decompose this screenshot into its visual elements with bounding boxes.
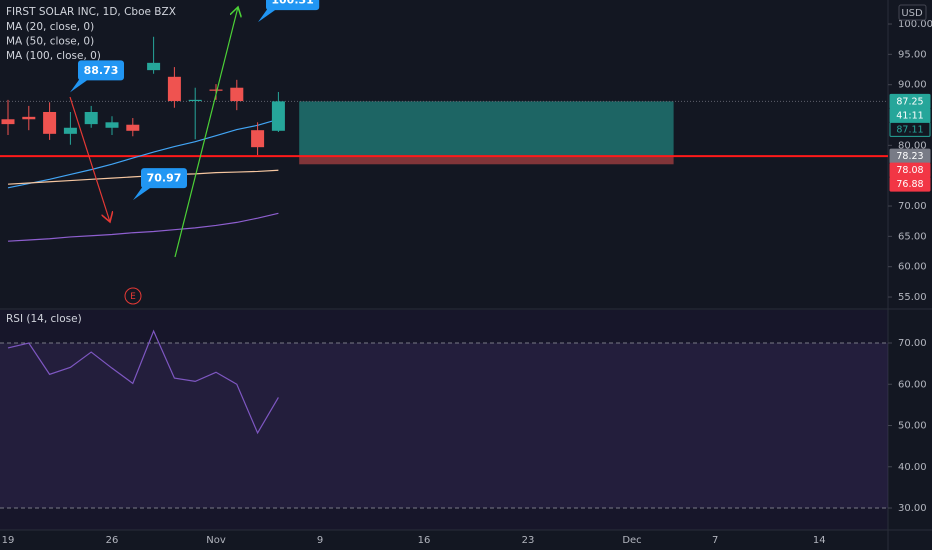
ma-legend: MA (50, close, 0) <box>6 36 94 48</box>
callout-tail <box>258 8 275 23</box>
candle-body <box>271 101 285 131</box>
y-tick-label: 100.00 <box>898 19 932 30</box>
callout-label: 100.31 <box>271 0 313 7</box>
price-tag-label: 78.23 <box>896 151 923 162</box>
price-tag <box>889 121 931 137</box>
x-tick-label: 16 <box>418 535 431 546</box>
moving-average-line <box>7 212 279 242</box>
ma-legend: MA (100, close, 0) <box>6 50 101 62</box>
y-tick-label: 60.00 <box>898 262 927 273</box>
y-tick-label: 80.00 <box>898 140 927 151</box>
rsi-band-fill <box>0 343 888 509</box>
y-tick-label: 70.00 <box>898 338 927 349</box>
x-tick-label: Dec <box>622 535 641 546</box>
candle-body <box>1 119 15 125</box>
price-tag <box>889 176 931 192</box>
rsi-line <box>7 329 279 435</box>
candle-body <box>251 130 265 148</box>
x-tick-label: 9 <box>317 535 323 546</box>
x-tick-label: 19 <box>2 535 15 546</box>
x-tick-label: 14 <box>813 535 826 546</box>
x-tick-label: Nov <box>206 535 226 546</box>
countdown-label: 41:11 <box>896 110 923 121</box>
candle-body <box>105 122 119 128</box>
symbol-title: FIRST SOLAR INC, 1D, Cboe BZX <box>6 6 176 18</box>
candle-body <box>126 124 140 131</box>
ma-legend: MA (20, close, 0) <box>6 21 94 33</box>
moving-average-line <box>7 118 279 189</box>
currency: USD <box>901 8 923 19</box>
candle-body <box>209 89 223 91</box>
callout-box <box>141 168 187 189</box>
up-arrow-drawing <box>174 7 238 258</box>
rsi-title: RSI (14, close) <box>6 313 82 325</box>
price-tag-label: 76.88 <box>896 179 923 190</box>
price-tag-label: 78.08 <box>896 165 923 176</box>
currency-box[interactable] <box>898 4 927 21</box>
callout-box <box>78 60 124 81</box>
y-tick-label: 95.00 <box>898 49 927 60</box>
y-tick-label: 60.00 <box>898 379 927 390</box>
y-tick-label: 30.00 <box>898 503 927 514</box>
y-tick-label: 65.00 <box>898 231 927 242</box>
y-tick-label: 40.00 <box>898 462 927 473</box>
candle-body <box>230 87 244 102</box>
callout-box <box>266 0 320 11</box>
price-tag-label: 87.25 <box>896 96 923 107</box>
callout-label: 70.97 <box>147 172 182 185</box>
y-tick-label: 70.00 <box>898 201 927 212</box>
callout-label: 88.73 <box>84 64 119 77</box>
earnings-event <box>124 287 142 305</box>
candle-body <box>167 76 181 102</box>
position-profit-zone <box>299 101 674 157</box>
x-tick-label: 7 <box>712 535 718 546</box>
earnings-event-label: E <box>130 292 136 302</box>
candle-body <box>188 99 202 102</box>
y-tick-label: 90.00 <box>898 80 927 91</box>
position-loss-zone <box>299 156 674 165</box>
x-tick-label: 23 <box>522 535 535 546</box>
down-arrow-drawing <box>69 96 110 222</box>
callout-tail <box>133 186 150 201</box>
x-tick-label: 26 <box>106 535 119 546</box>
price-tag-label: 87.11 <box>896 124 923 135</box>
candle-body <box>84 111 98 125</box>
y-tick-label: 50.00 <box>898 421 927 432</box>
candle-body <box>63 127 77 134</box>
candle-body <box>43 111 57 134</box>
candle-body <box>147 62 161 71</box>
plot-layer: 55.00 60.00 65.00 70.00 80.00 90.00 95.00 100.0… <box>0 19 932 546</box>
callout-tail <box>70 78 87 93</box>
y-tick-label: 55.00 <box>898 292 927 303</box>
candle-body <box>22 116 36 120</box>
